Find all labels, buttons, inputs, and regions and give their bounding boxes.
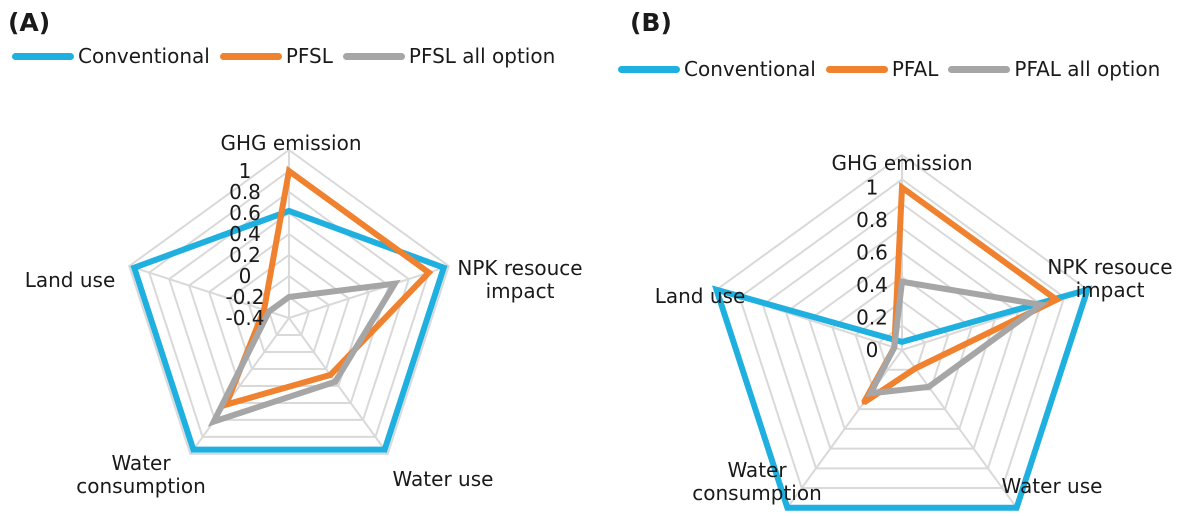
legend-label-a-1: PFSL [285, 44, 333, 68]
a-tick-label-4: 0.4 [229, 222, 261, 246]
legend-swatch-a-2 [342, 52, 405, 60]
legend-b: Conventional PFAL PFAL all option [618, 57, 1170, 81]
a-spoke-2 [288, 317, 389, 455]
a-grid-ring-5 [187, 211, 391, 404]
a-spoke-1 [288, 265, 450, 319]
b-series-1-point-2 [913, 366, 918, 371]
a-series-1-point-0 [287, 169, 291, 173]
legend-item-a-1: PFSL [219, 44, 333, 68]
legend-swatch-b-1 [825, 65, 888, 73]
panel-label-a: (A) [8, 8, 51, 37]
a-axis-label-4: Land use [25, 268, 116, 292]
a-series-2-point-3 [211, 419, 216, 424]
b-tick-label-1: 0.2 [856, 306, 888, 330]
legend-label-b-2: PFAL all option [1014, 57, 1161, 81]
b-axis-label-2: Water use [1002, 474, 1103, 498]
legend-label-a-0: Conventional [78, 44, 210, 68]
a-series-0-point-0 [287, 208, 291, 213]
a-series-2-point-1 [392, 281, 397, 286]
b-series-2-line [865, 278, 1049, 397]
a-series-0-point-3 [191, 447, 196, 452]
legend-item-b-1: PFAL [825, 57, 939, 81]
radar-chart-a: -0.4-0.200.20.40.60.81 GHG emission NPK re… [25, 131, 583, 498]
a-series-0-point-1 [441, 265, 446, 270]
b-series-0-point-4 [714, 287, 719, 292]
legend-item-a-0: Conventional [12, 44, 210, 68]
legend-swatch-a-1 [219, 52, 282, 60]
a-axis-label-2: Water use [393, 467, 494, 491]
a-axis-label-1: NPK resouce impact [457, 256, 582, 303]
legend-item-a-2: PFSL all option [342, 44, 556, 68]
b-axis-label-1: NPK resouce impact [1047, 255, 1172, 302]
a-tick-label-2: 0 [239, 264, 252, 288]
b-spoke-3 [786, 349, 903, 509]
chart-panel-a: (A) Conventional PFSL PFSL all option -0… [8, 8, 583, 498]
b-series-2-point-4 [892, 345, 897, 350]
a-tick-label-0: -0.4 [225, 306, 264, 330]
a-tick-label-7: 1 [239, 159, 252, 183]
a-series-2-point-2 [333, 379, 338, 384]
b-series-2-point-1 [1039, 302, 1044, 307]
a-grid-ring-6 [167, 190, 411, 421]
legend-label-a-2: PFSL all option [408, 44, 556, 68]
b-tick-label-2: 0.4 [856, 273, 888, 297]
a-series-2-point-4 [267, 309, 272, 314]
b-series-0-point-2 [1014, 505, 1019, 510]
a-series-2-line [207, 279, 401, 427]
a-series-1-point-2 [328, 372, 333, 377]
b-grid-ring-4 [808, 251, 996, 430]
b-series-0-point-1 [1085, 287, 1090, 292]
b-series-2-point-0 [900, 279, 904, 284]
a-series-0-line [130, 207, 448, 453]
b-axis-label-3: Water consumption [692, 458, 822, 505]
a-series-2-point-0 [287, 295, 291, 299]
b-series-0-point-0 [900, 339, 904, 344]
a-spoke-3 [189, 317, 290, 455]
a-series-1-point-1 [426, 270, 431, 275]
b-grid-ring-1 [877, 324, 927, 371]
a-series-0-point-4 [132, 265, 137, 270]
b-tick-label-3: 0.6 [856, 241, 888, 265]
a-axis-label-0: GHG emission [220, 131, 361, 155]
b-series-1-point-1 [1054, 297, 1059, 302]
a-tick-label-3: 0.2 [229, 243, 261, 267]
legend-label-b-1: PFAL [891, 57, 939, 81]
a-tick-label-6: 0.8 [229, 180, 261, 204]
legend-item-b-0: Conventional [618, 57, 816, 81]
a-grid-ring-8 [128, 148, 450, 455]
a-tick-label-1: -0.2 [225, 285, 264, 309]
b-grid-ring-6 [761, 202, 1043, 470]
b-tick-label-5: 1 [866, 176, 879, 200]
legend-a: Conventional PFSL PFSL all option [12, 44, 565, 68]
b-series-2-point-3 [868, 391, 873, 396]
legend-swatch-a-0 [12, 52, 74, 60]
b-series-1-point-0 [900, 185, 904, 190]
a-grid-ring-2 [247, 274, 331, 353]
legend-swatch-b-0 [618, 65, 680, 73]
a-series-1-line [220, 165, 434, 410]
b-tick-label-4: 0.8 [856, 208, 888, 232]
legend-label-b-0: Conventional [684, 57, 816, 81]
b-spoke-2 [901, 349, 1018, 509]
legend-swatch-b-2 [948, 65, 1011, 73]
b-grid-ring-3 [831, 275, 973, 411]
b-series-2-point-2 [926, 384, 931, 389]
panel-label-b: (B) [630, 8, 672, 37]
a-tick-label-5: 0.6 [229, 201, 261, 225]
a-axis-label-3: Water consumption [76, 451, 206, 498]
a-series-0-point-2 [382, 447, 387, 452]
a-series-1-point-4 [262, 307, 267, 312]
b-axis-label-4: Land use [655, 284, 746, 308]
legend-item-b-2: PFAL all option [948, 57, 1160, 81]
b-series-0-point-3 [785, 505, 790, 510]
b-series-1-point-3 [861, 400, 866, 405]
b-grid-ring-7 [738, 178, 1066, 490]
b-axis-label-0: GHG emission [831, 151, 972, 175]
b-tick-label-0: 0 [866, 338, 879, 362]
